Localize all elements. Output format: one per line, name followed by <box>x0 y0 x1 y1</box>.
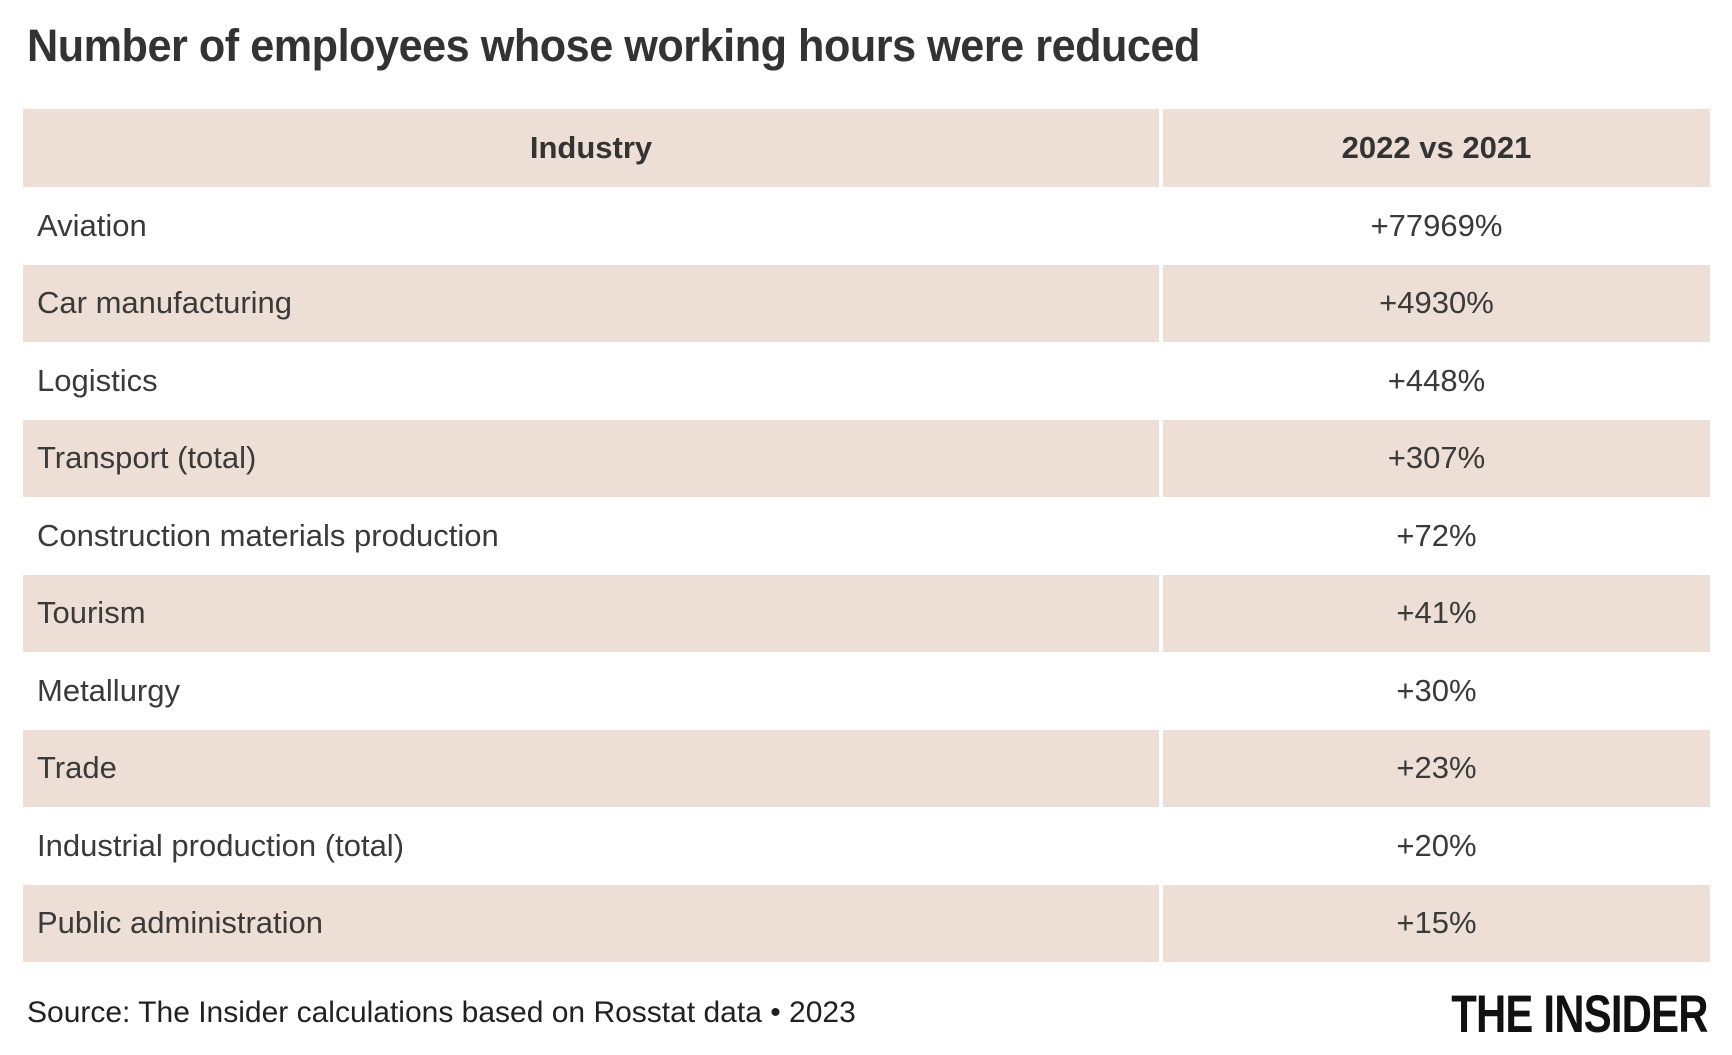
industry-cell: Logistics <box>23 342 1163 420</box>
column-header-industry: Industry <box>23 109 1163 187</box>
data-table: Industry 2022 vs 2021 Aviation +77969% C… <box>23 109 1710 962</box>
change-cell: +72% <box>1396 517 1477 553</box>
industry-cell: Industrial production (total) <box>23 807 1163 885</box>
table-body: Aviation +77969% Car manufacturing +4930… <box>23 187 1710 962</box>
table-row: Tourism +41% <box>23 574 1710 652</box>
change-cell: +448% <box>1387 362 1486 398</box>
page-title: Number of employees whose working hours … <box>27 20 1200 71</box>
change-cell: +41% <box>1396 595 1477 631</box>
change-cell: +23% <box>1396 750 1477 786</box>
industry-cell: Aviation <box>23 187 1163 265</box>
table-row: Transport (total) +307% <box>23 419 1710 497</box>
industry-cell: Construction materials production <box>23 497 1163 575</box>
change-cell: +4930% <box>1379 285 1494 321</box>
industry-cell: Transport (total) <box>23 419 1163 497</box>
change-cell: +20% <box>1396 827 1477 863</box>
industry-cell: Car manufacturing <box>23 264 1163 342</box>
source-attribution: Source: The Insider calculations based o… <box>27 996 856 1029</box>
table-row: Construction materials production +72% <box>23 497 1710 575</box>
table-row: Car manufacturing +4930% <box>23 264 1710 342</box>
table-header-row: Industry 2022 vs 2021 <box>23 109 1710 187</box>
change-cell: +30% <box>1396 672 1477 708</box>
table-row: Industrial production (total) +20% <box>23 807 1710 885</box>
table-row: Metallurgy +30% <box>23 652 1710 730</box>
table-row: Aviation +77969% <box>23 187 1710 265</box>
change-cell: +307% <box>1387 440 1486 476</box>
the-insider-logo: THE INSIDER <box>1451 985 1708 1044</box>
industry-cell: Tourism <box>23 574 1163 652</box>
table-row: Public administration +15% <box>23 884 1710 962</box>
table-row: Logistics +448% <box>23 342 1710 420</box>
column-header-change: 2022 vs 2021 <box>1341 130 1532 165</box>
industry-cell: Trade <box>23 729 1163 807</box>
change-cell: +15% <box>1396 905 1477 941</box>
table-row: Trade +23% <box>23 729 1710 807</box>
industry-cell: Metallurgy <box>23 652 1163 730</box>
change-cell: +77969% <box>1370 207 1503 243</box>
industry-cell: Public administration <box>23 884 1163 962</box>
